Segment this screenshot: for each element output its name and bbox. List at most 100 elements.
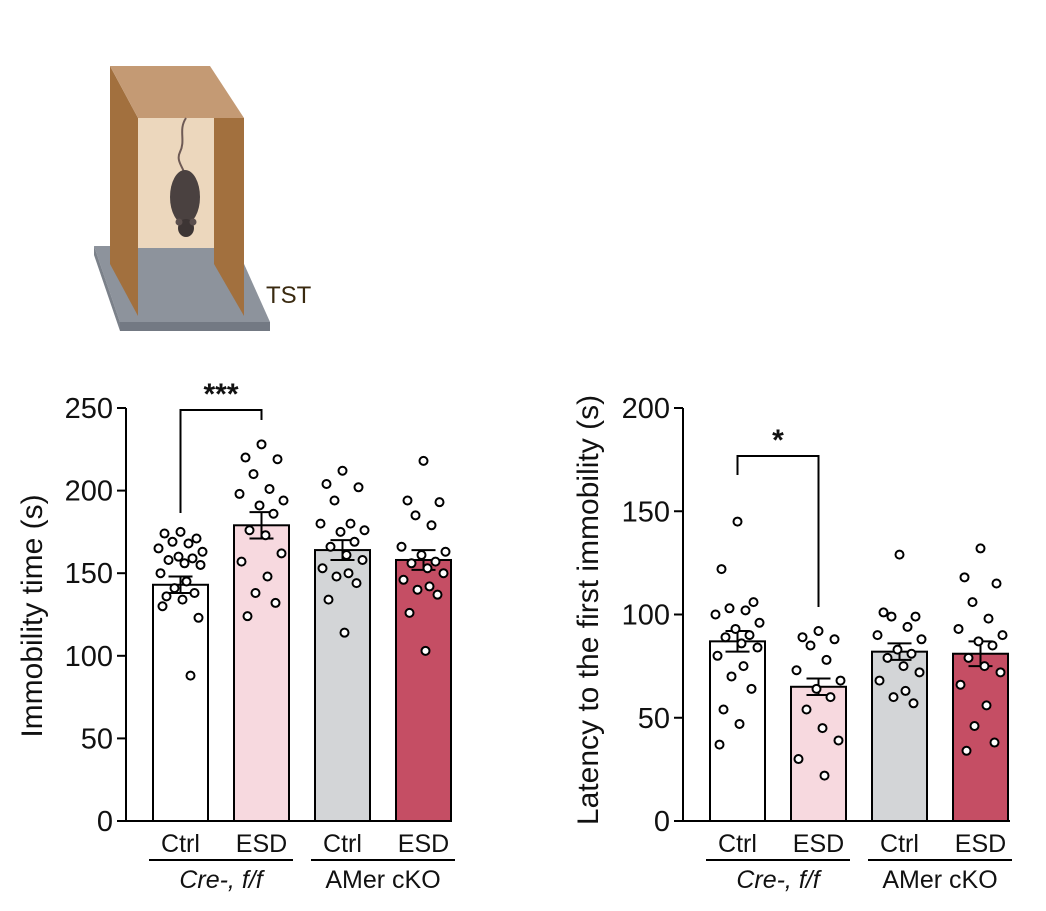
data-point xyxy=(191,533,202,544)
bar-2 xyxy=(233,524,290,822)
data-point xyxy=(321,478,332,489)
data-point xyxy=(430,556,441,567)
data-point xyxy=(167,536,178,547)
data-point xyxy=(163,554,174,565)
data-point xyxy=(959,572,970,583)
data-point xyxy=(331,571,342,582)
data-point xyxy=(424,581,435,592)
data-point xyxy=(894,549,905,560)
data-point xyxy=(438,568,449,579)
data-point xyxy=(744,630,755,641)
data-point xyxy=(169,583,180,594)
data-point xyxy=(155,568,166,579)
data-point xyxy=(177,594,188,605)
data-point xyxy=(262,571,273,582)
data-point xyxy=(195,559,206,570)
data-point xyxy=(416,550,427,561)
data-point xyxy=(914,667,925,678)
data-point xyxy=(179,558,190,569)
data-point xyxy=(825,692,836,703)
y-tick-label: 200 xyxy=(65,476,113,508)
data-point xyxy=(878,607,889,618)
data-point xyxy=(981,700,992,711)
data-point xyxy=(730,623,741,634)
data-point xyxy=(740,605,751,616)
data-point xyxy=(732,516,743,527)
data-point xyxy=(991,578,1002,589)
data-point xyxy=(270,597,281,608)
group-label: Cre-, f/f xyxy=(736,866,822,894)
data-point xyxy=(720,632,731,643)
data-point xyxy=(323,594,334,605)
data-point xyxy=(882,652,893,663)
y-tick-label: 150 xyxy=(65,558,113,590)
x-category-label: ESD xyxy=(236,830,287,858)
significance-label: *** xyxy=(203,378,238,411)
x-category-label: Ctrl xyxy=(161,830,200,858)
data-point xyxy=(819,770,830,781)
data-point xyxy=(801,704,812,715)
data-point xyxy=(412,584,423,595)
bars xyxy=(709,640,1009,823)
data-point xyxy=(357,554,368,565)
data-point xyxy=(997,630,1008,641)
data-point xyxy=(886,611,897,622)
bar-2 xyxy=(790,685,847,823)
data-point xyxy=(183,538,194,549)
data-point xyxy=(153,543,164,554)
bar-1 xyxy=(152,583,209,822)
data-point xyxy=(159,528,170,539)
tst-apparatus-illustration: TST xyxy=(94,66,312,331)
data-point xyxy=(714,739,725,750)
y-tick-label: 100 xyxy=(65,641,113,673)
data-point xyxy=(426,520,437,531)
data-point xyxy=(175,526,186,537)
data-point xyxy=(874,675,885,686)
bar-3 xyxy=(871,650,928,822)
data-point xyxy=(955,679,966,690)
group-label: Cre-, f/f xyxy=(179,866,265,894)
mouse-ear-left xyxy=(175,218,183,226)
data-point xyxy=(813,626,824,637)
data-point xyxy=(335,526,346,537)
data-point xyxy=(248,469,259,480)
data-point xyxy=(872,630,883,641)
data-point xyxy=(805,640,816,651)
significance-bracket xyxy=(179,409,263,513)
data-point xyxy=(254,500,265,511)
significance: * xyxy=(736,424,820,607)
x-groups: Cre-, f/f AMer cKO xyxy=(706,859,1012,894)
data-point xyxy=(264,483,275,494)
data-point xyxy=(359,525,370,536)
data-point xyxy=(821,654,832,665)
data-point xyxy=(181,576,192,587)
data-point xyxy=(240,452,251,463)
data-point xyxy=(402,495,413,506)
data-point xyxy=(908,698,919,709)
bar-4 xyxy=(952,652,1009,822)
data-point xyxy=(242,611,253,622)
data-point xyxy=(791,665,802,676)
data-point xyxy=(898,661,909,672)
data-point xyxy=(157,601,168,612)
data-point xyxy=(712,650,723,661)
data-point xyxy=(343,568,354,579)
data-point xyxy=(888,692,899,703)
data-point xyxy=(250,588,261,599)
data-point xyxy=(953,623,964,634)
data-point xyxy=(236,556,247,567)
latency-chart: Latency to the first immobility (s) 0 50 1… xyxy=(572,393,1012,894)
y-ticks: 0 50 100 150 200 xyxy=(622,393,683,838)
data-point xyxy=(748,597,759,608)
data-point xyxy=(422,563,433,574)
data-point xyxy=(910,611,921,622)
data-point xyxy=(272,454,283,465)
data-point xyxy=(256,439,267,450)
data-point xyxy=(979,661,990,672)
group-label: AMer cKO xyxy=(325,866,440,894)
data-point xyxy=(754,617,765,628)
data-point xyxy=(746,683,757,694)
apparatus-base-side xyxy=(94,246,120,331)
data-point xyxy=(315,518,326,529)
data-point xyxy=(716,564,727,575)
